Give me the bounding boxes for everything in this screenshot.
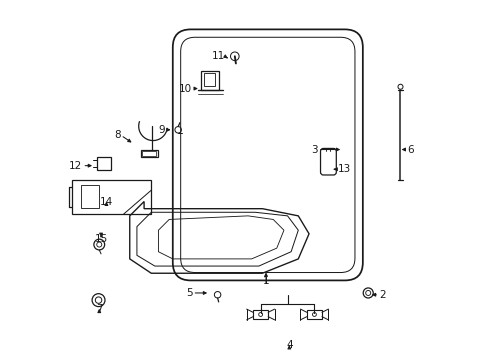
Text: 2: 2 bbox=[378, 290, 385, 300]
Bar bbox=[306, 310, 321, 319]
Text: 1: 1 bbox=[262, 276, 269, 286]
Text: 8: 8 bbox=[114, 130, 121, 140]
Bar bbox=[140, 149, 158, 157]
Text: 15: 15 bbox=[94, 234, 107, 244]
Text: 14: 14 bbox=[100, 197, 113, 207]
Text: 9: 9 bbox=[158, 125, 164, 135]
Text: 4: 4 bbox=[285, 340, 292, 350]
Bar bbox=[253, 310, 267, 319]
Bar bbox=[201, 71, 218, 90]
Bar bbox=[72, 180, 151, 214]
Text: 3: 3 bbox=[311, 144, 317, 154]
Text: 7: 7 bbox=[96, 305, 102, 315]
Bar bbox=[142, 151, 156, 156]
Bar bbox=[97, 157, 111, 170]
Text: 12: 12 bbox=[69, 161, 82, 171]
Text: 13: 13 bbox=[337, 164, 350, 174]
Text: 6: 6 bbox=[407, 144, 413, 154]
Text: 5: 5 bbox=[185, 288, 192, 298]
Bar bbox=[204, 73, 215, 86]
Text: 11: 11 bbox=[211, 51, 224, 61]
Text: 10: 10 bbox=[178, 84, 191, 94]
Bar bbox=[81, 185, 99, 208]
